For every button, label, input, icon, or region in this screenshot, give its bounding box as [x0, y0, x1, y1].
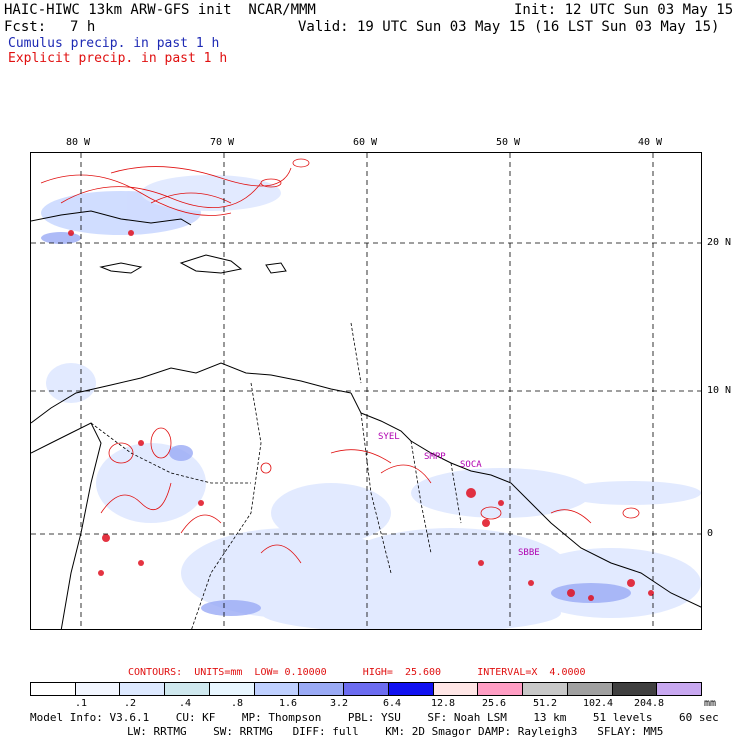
- grid: [31, 153, 701, 629]
- scale-label: .1: [74, 698, 88, 709]
- lon-label-70w: 70 W: [210, 137, 235, 148]
- scale-label: 6.4: [382, 698, 402, 709]
- scale-swatch: [567, 683, 613, 695]
- scale-swatch: [657, 683, 702, 695]
- lon-label-60w: 60 W: [353, 137, 378, 148]
- scale-label: .8: [230, 698, 244, 709]
- fcst-label: Fcst:: [4, 19, 47, 35]
- scale-swatch: [478, 683, 524, 695]
- lon-label-40w: 40 W: [638, 137, 663, 148]
- station-syel: SYEL: [378, 432, 400, 442]
- color-scale: [30, 682, 702, 696]
- station-soca: SOCA: [460, 460, 482, 470]
- scale-swatch: [299, 683, 345, 695]
- model-info-line1: Model Info: V3.6.1 CU: KF MP: Thompson P…: [30, 711, 719, 724]
- scale-swatch: [75, 683, 121, 695]
- scale-label: 1.6: [278, 698, 298, 709]
- station-smpp: SMPP: [424, 452, 446, 462]
- scale-label: 12.8: [430, 698, 456, 709]
- scale-swatch: [165, 683, 210, 695]
- scale-label: .2: [123, 698, 137, 709]
- explicit-precip-cells: [68, 230, 654, 601]
- scale-label: 3.2: [329, 698, 349, 709]
- map-canvas: [31, 153, 701, 629]
- scale-swatch: [612, 683, 658, 695]
- scale-label: 51.2: [532, 698, 558, 709]
- coastlines: [31, 210, 701, 629]
- contour-info: CONTOURS: UNITS=mm LOW= 0.10000 HIGH= 25…: [128, 667, 586, 678]
- borders: [90, 322, 462, 629]
- precip-map: [30, 152, 702, 630]
- explicit-precip-contours: [40, 158, 640, 564]
- cumulus-label: Cumulus precip. in past 1 h: [8, 36, 220, 51]
- scale-unit: mm: [703, 698, 717, 709]
- scale-label: 25.6: [481, 698, 507, 709]
- lat-label-0: 0: [707, 528, 714, 539]
- lat-label-10n: 10 N: [707, 385, 732, 396]
- scale-swatch: [388, 683, 434, 695]
- fcst-value: 7 h: [70, 19, 96, 35]
- scale-swatch: [523, 683, 568, 695]
- scale-swatch: [31, 683, 76, 695]
- scale-swatch: [254, 683, 300, 695]
- cumulus-precip-core: [41, 232, 631, 616]
- model-title: HAIC-HIWC 13km ARW-GFS init NCAR/MMM: [4, 2, 316, 18]
- lon-label-50w: 50 W: [496, 137, 521, 148]
- scale-swatch: [120, 683, 166, 695]
- init-time: Init: 12 UTC Sun 03 May 15: [514, 2, 734, 18]
- scale-swatch: [209, 683, 255, 695]
- explicit-label: Explicit precip. in past 1 h: [8, 51, 228, 66]
- model-info-line2: LW: RRTMG SW: RRTMG DIFF: full KM: 2D Sm…: [127, 725, 664, 738]
- scale-swatch: [433, 683, 479, 695]
- lat-label-20n: 20 N: [707, 237, 732, 248]
- station-sbbe: SBBE: [518, 548, 540, 558]
- scale-swatch: [344, 683, 389, 695]
- scale-label: 102.4: [582, 698, 614, 709]
- lon-label-80w: 80 W: [66, 137, 91, 148]
- valid-time: Valid: 19 UTC Sun 03 May 15 (16 LST Sun …: [298, 19, 720, 35]
- scale-label: .4: [178, 698, 192, 709]
- scale-label: 204.8: [633, 698, 665, 709]
